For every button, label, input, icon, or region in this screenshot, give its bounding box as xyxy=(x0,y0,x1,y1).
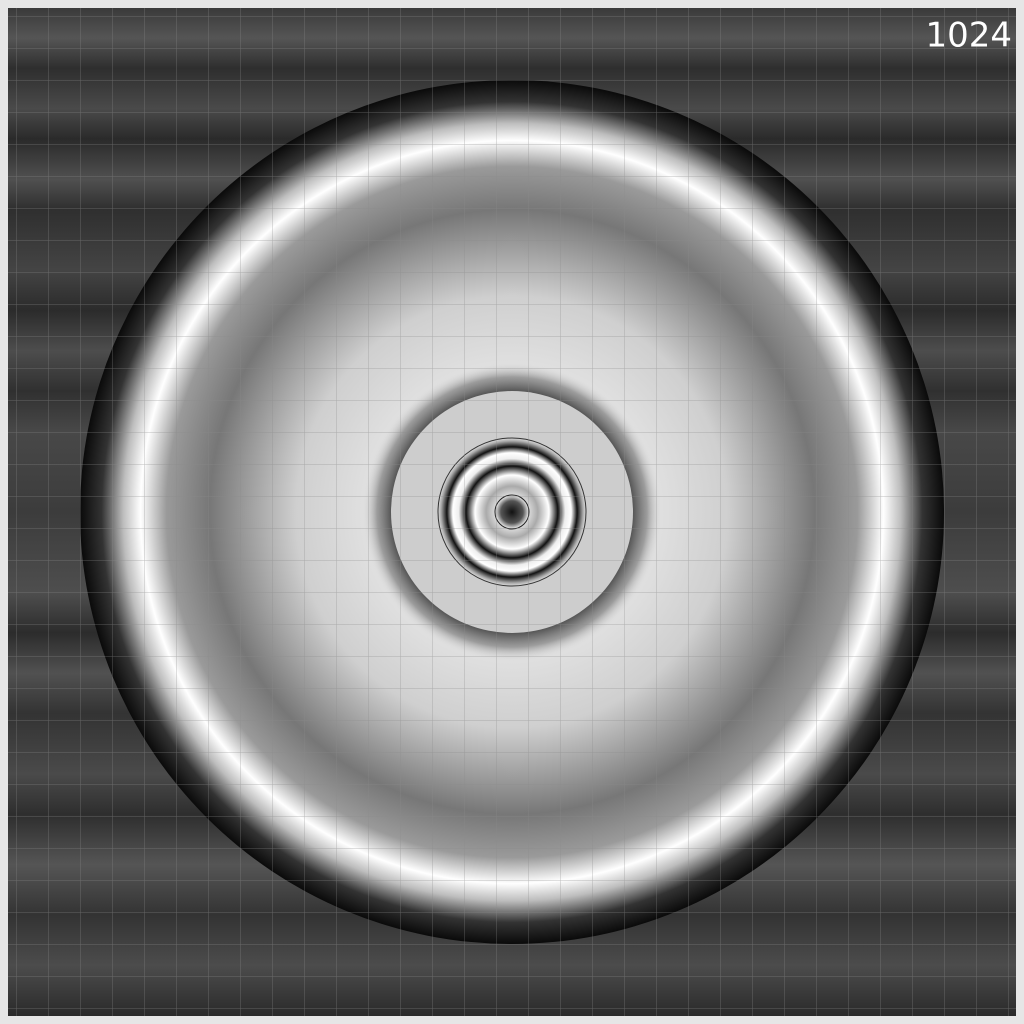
resolution-label: 1024 xyxy=(925,16,1012,56)
grid-overlay xyxy=(8,8,1016,1016)
